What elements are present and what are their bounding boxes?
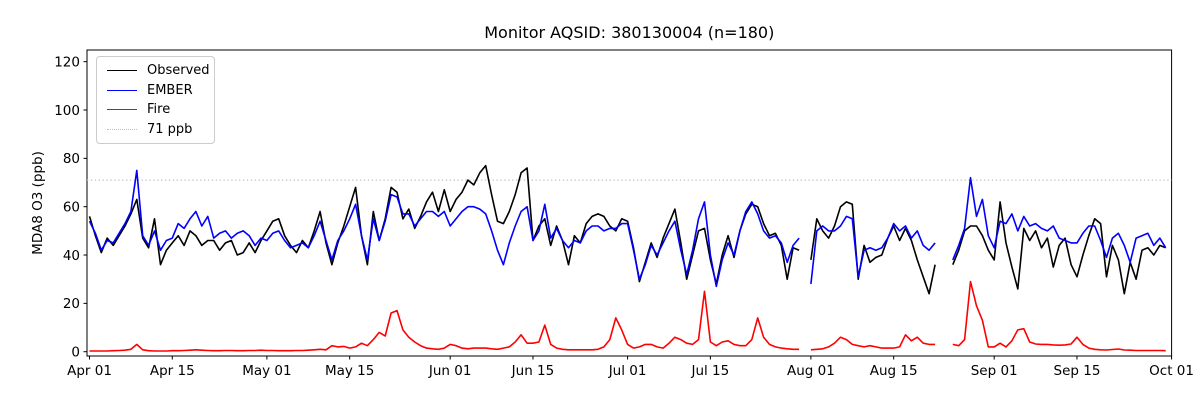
series-layer [88, 164, 1167, 352]
x-tick-label: Jul 15 [690, 363, 729, 379]
ember-line [952, 176, 1167, 264]
x-tick-label: May 01 [242, 363, 291, 379]
y-tick-label: 60 [63, 199, 80, 215]
x-tick-label: Jun 01 [428, 363, 472, 379]
legend-label: Fire [147, 102, 171, 118]
y-tick-label: 100 [54, 103, 80, 119]
legend-label: Observed [147, 63, 210, 79]
x-tick-label: Sep 15 [1054, 363, 1101, 379]
observed-line [88, 164, 800, 285]
legend-label: EMBER [147, 82, 193, 98]
chart-title: Monitor AQSID: 380130004 (n=180) [484, 23, 774, 42]
x-tick-label: Aug 15 [870, 363, 918, 379]
y-tick-label: 120 [54, 54, 80, 70]
x-tick-label: Aug 01 [787, 363, 835, 379]
x-tick-label: Oct 01 [1149, 363, 1194, 379]
x-tick-label: Jun 15 [511, 363, 555, 379]
legend-line-sample [107, 129, 137, 131]
ember-line [88, 169, 800, 288]
fire-line [89, 290, 800, 352]
x-tick-label: Sep 01 [971, 363, 1018, 379]
plot-area [86, 49, 1173, 357]
legend-item-fire: Fire [107, 100, 204, 120]
legend-line-sample [107, 70, 137, 72]
legend-item-ember: EMBER [107, 81, 204, 101]
x-tick-label: May 15 [325, 363, 374, 379]
ticks-layer: 0 20 40 60 80 100 120 Apr 01 Apr 15 May 01 May 15 J… [54, 54, 1194, 379]
fire-line [810, 333, 936, 351]
x-tick-label: Apr 01 [67, 363, 112, 379]
legend-line-sample [107, 109, 137, 111]
fire-line [952, 280, 1166, 352]
legend: Observed EMBER Fire 71 ppb [96, 56, 215, 145]
legend-item-71-ppb: 71 ppb [107, 120, 204, 140]
y-tick-label: 80 [63, 151, 80, 167]
ember-line [810, 215, 936, 285]
observed-line [810, 201, 936, 295]
x-tick-label: Jul 01 [608, 363, 647, 379]
legend-item-observed: Observed [107, 61, 210, 81]
legend-label: 71 ppb [147, 122, 193, 138]
y-tick-label: 40 [63, 248, 80, 264]
y-axis-label: MDA8 O3 (ppb) [30, 151, 46, 255]
legend-line-sample [107, 89, 137, 91]
y-tick-label: 0 [71, 345, 80, 361]
x-tick-label: Apr 15 [150, 363, 195, 379]
y-tick-label: 20 [63, 296, 80, 312]
